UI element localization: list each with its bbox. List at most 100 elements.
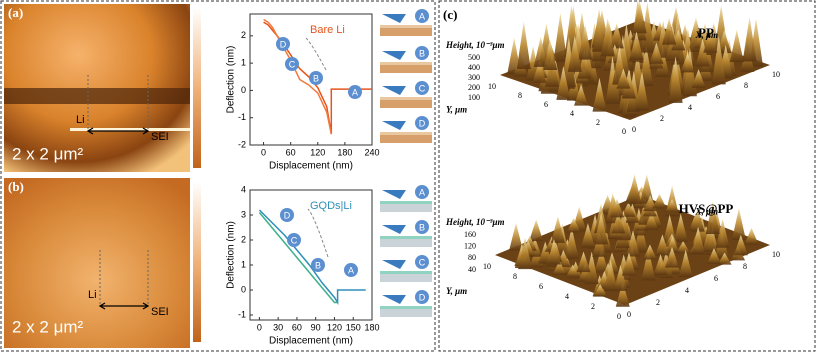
x-tick-label: 120: [310, 147, 325, 157]
x-tick-label: 8: [744, 81, 748, 90]
schematic-surface: [380, 28, 432, 36]
surface-peak: [691, 226, 706, 255]
y-tick-label: 2: [596, 118, 600, 127]
surface-title: PP: [698, 25, 714, 40]
step-marker: [415, 81, 429, 95]
step-marker: [415, 255, 429, 269]
point-label: C: [289, 59, 296, 69]
point-label: C: [291, 235, 298, 245]
colorbar: [193, 8, 201, 168]
surface-peak: [566, 217, 581, 233]
surface-peak: [705, 201, 720, 235]
y-tick-label: 8: [513, 272, 517, 281]
y-tick-label: 3: [241, 209, 246, 219]
y-axis-label: Deflection (nm): [226, 221, 237, 289]
x-tick-label: 4: [685, 286, 689, 295]
surface-peak: [632, 1, 647, 34]
schematic-surface: [380, 65, 432, 73]
y-tick-label: 4: [565, 292, 569, 301]
y-axis-label: Deflection (nm): [226, 46, 237, 114]
x-tick-label: 0: [261, 147, 266, 157]
schematic-layer: [380, 62, 432, 65]
surface-peak: [649, 42, 664, 64]
x-axis-label: Displacement (nm): [269, 336, 353, 347]
surface-peak: [715, 218, 730, 248]
cantilever: [382, 121, 406, 130]
surface-peak: [665, 199, 680, 213]
surface-peak: [729, 29, 744, 63]
surface-peak: [678, 249, 693, 277]
range-label: Li: [88, 289, 97, 301]
z-tick-label: 160: [464, 230, 476, 239]
surface-peak: [690, 208, 705, 232]
point-label: D: [284, 210, 291, 220]
surface-peak: [671, 29, 686, 51]
x-tick-label: 0: [257, 322, 262, 332]
schematic-layer: [380, 201, 432, 204]
schematic-surface: [380, 100, 432, 108]
surface-peak: [653, 254, 668, 275]
surface-peak: [717, 29, 732, 54]
surface-peak: [605, 55, 620, 104]
z-tick-label: 120: [464, 241, 476, 250]
schematic-surface: [380, 309, 432, 317]
surface-peak: [665, 246, 680, 268]
surface-peak: [532, 60, 547, 83]
y-tick-label: 8: [518, 91, 522, 100]
step-label: C: [419, 257, 426, 267]
z-axis-label: Height, 10⁻³μm: [445, 217, 504, 227]
surface-peak: [611, 212, 626, 234]
cantilever: [382, 86, 406, 95]
z-tick-label: 40: [468, 265, 476, 274]
surface-peak: [695, 38, 710, 67]
panel-label: (c): [443, 7, 457, 22]
z-tick-label: 400: [468, 63, 480, 72]
x-tick-label: 2: [660, 114, 664, 123]
x-tick-label: 180: [337, 147, 352, 157]
surface-peak: [744, 227, 759, 245]
surface-peak: [594, 247, 609, 273]
y-tick-label: -2: [238, 139, 246, 149]
right-frame: [438, 0, 816, 352]
surface-peak: [556, 65, 571, 100]
y-tick-label: 0: [241, 85, 246, 95]
schematic-layer: [380, 132, 432, 135]
surface-peak: [529, 219, 544, 241]
range-label: SEI: [151, 131, 169, 143]
step-marker: [415, 46, 429, 60]
surface-peak: [625, 230, 640, 257]
y-tick-label: -1: [238, 309, 246, 319]
surface-peak: [610, 198, 625, 218]
y-tick-label: 6: [539, 282, 543, 291]
cantilever: [382, 190, 406, 199]
cantilever: [382, 51, 406, 60]
y-tick-label: 2: [241, 30, 246, 40]
plot-frame: [249, 189, 373, 321]
surface-peak: [641, 247, 656, 281]
x-tick-label: 180: [364, 322, 379, 332]
cantilever: [382, 295, 406, 304]
range-label: Li: [76, 114, 85, 126]
y-tick-label: 10: [488, 82, 496, 91]
schematic-surface: [380, 239, 432, 247]
x-tick-label: 30: [273, 322, 283, 332]
x-axis-label: X, μm: [695, 207, 719, 217]
x-tick-label: 8: [743, 262, 747, 271]
x-tick-label: 60: [286, 147, 296, 157]
x-tick-label: 60: [292, 322, 302, 332]
surface-peak: [616, 68, 631, 89]
x-axis-label: X, μm: [695, 30, 719, 40]
cantilever: [382, 260, 406, 269]
surface-peak: [711, 35, 726, 85]
surface-peak: [545, 53, 560, 87]
surface-peak: [656, 20, 671, 58]
surface-peak: [731, 208, 746, 240]
step-label: A: [419, 11, 425, 21]
surface-peak: [518, 237, 533, 270]
surface-peak: [565, 264, 580, 278]
surface-peak: [592, 8, 607, 52]
x-tick-label: 2: [656, 298, 660, 307]
surface-peak: [516, 21, 531, 69]
step-label: B: [419, 48, 425, 58]
x-tick-label: 0: [627, 310, 631, 319]
